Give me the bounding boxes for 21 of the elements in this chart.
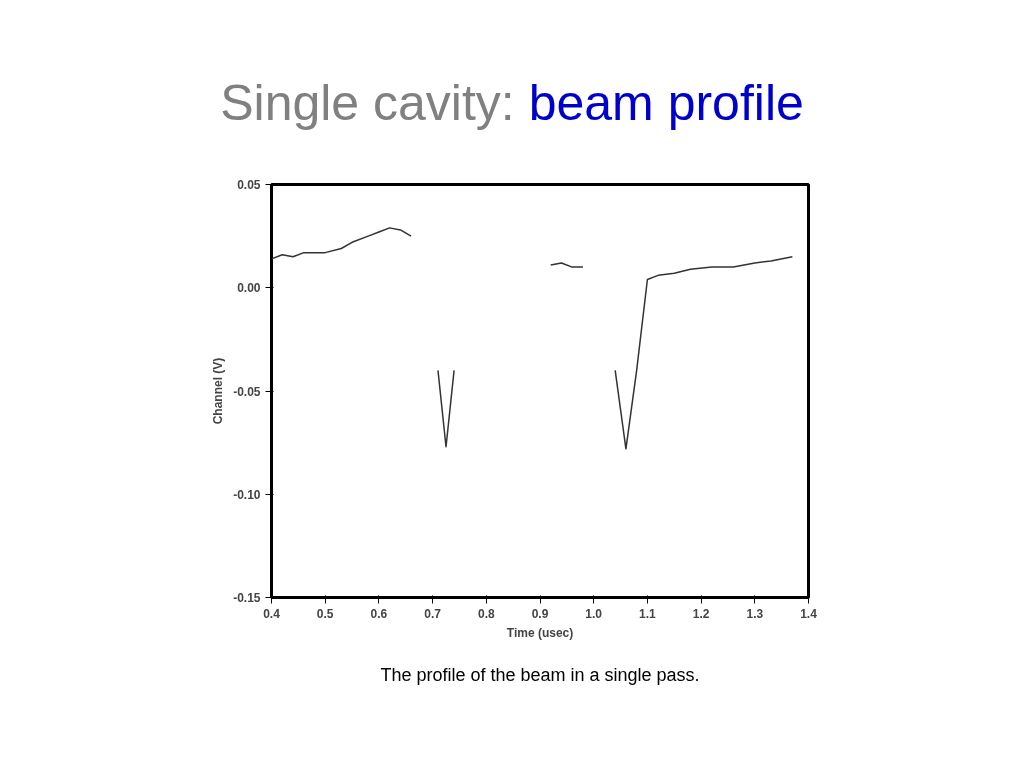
x-tick-label: 0.7 <box>424 606 442 621</box>
y-tick-label: -0.15 <box>233 591 261 605</box>
x-tick-label: 0.9 <box>531 606 549 621</box>
chart-title: Single cavity: <box>220 75 515 131</box>
x-tick-label: 1.1 <box>639 606 657 621</box>
x-tick-label: 0.4 <box>263 606 281 621</box>
x-tick-label: 0.6 <box>370 606 388 621</box>
text: The profile of the beam in a single pass. <box>379 664 701 687</box>
x-tick-label: 1.2 <box>692 606 710 621</box>
x-axis-title: Time (usec) <box>506 625 574 640</box>
y-axis-title: Channel (V) <box>211 357 226 425</box>
chart-subtitle: beam profile <box>528 75 804 131</box>
x-tick-label: 1.4 <box>800 606 818 621</box>
y-tick-label: 0.00 <box>237 281 261 296</box>
x-tick-label: 1.0 <box>585 606 603 621</box>
x-tick-label: 1.3 <box>746 606 764 621</box>
x-tick-label: 0.8 <box>477 606 495 621</box>
y-tick-label: -0.05 <box>233 384 261 399</box>
y-tick-label: -0.10 <box>233 487 261 502</box>
x-tick-label: 0.5 <box>316 606 334 621</box>
y-tick-label: 0.05 <box>237 178 261 192</box>
